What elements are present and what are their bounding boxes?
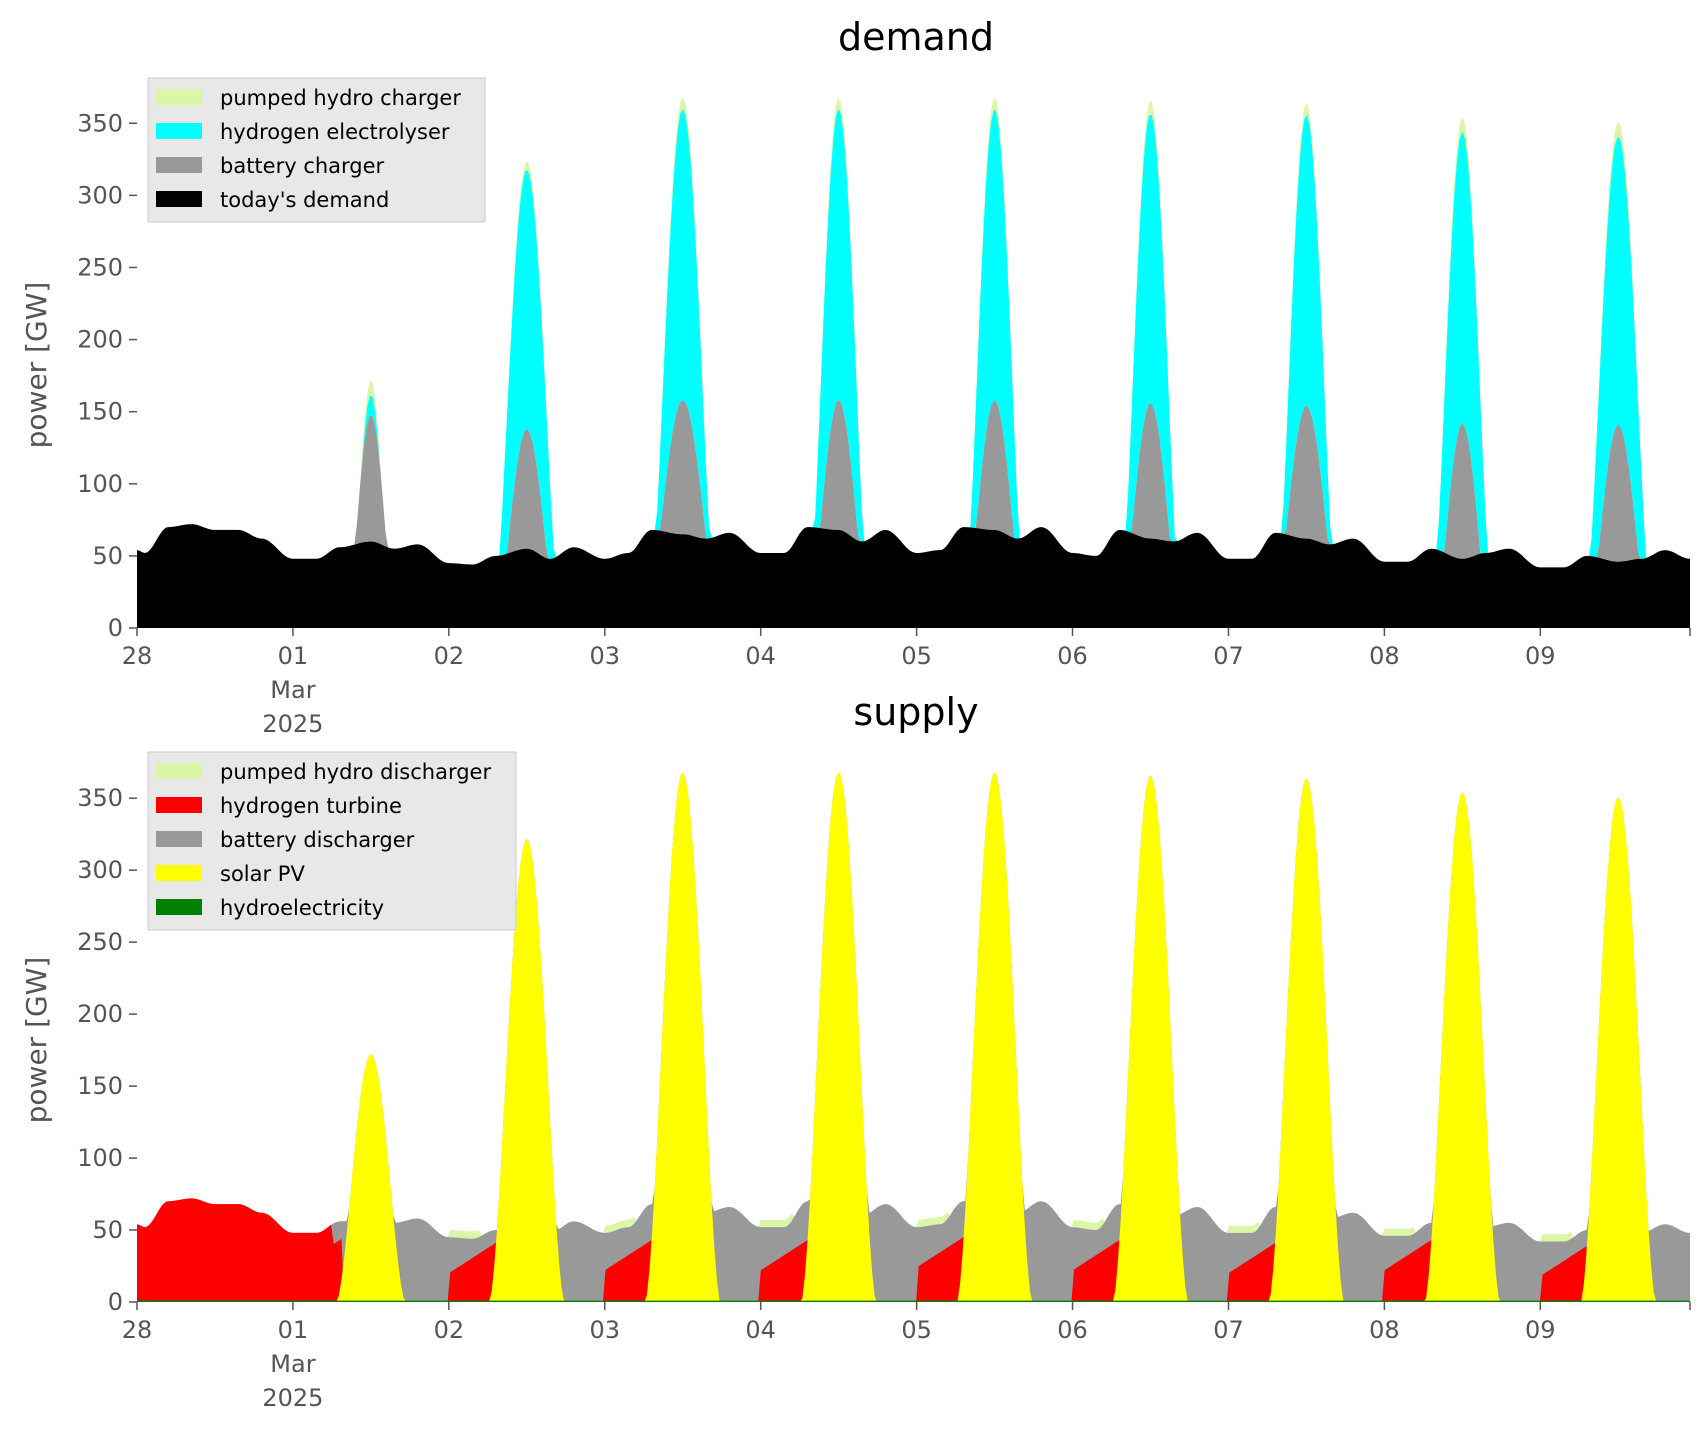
demand-xtick-label: 01: [278, 642, 309, 670]
legend-swatch-todays-demand: [156, 191, 202, 207]
demand-xtick-label: 28: [122, 642, 153, 670]
legend-label-solar-pv: solar PV: [220, 862, 305, 886]
supply-xtick-label: 04: [745, 1316, 776, 1344]
supply-ytick-label: 150: [77, 1072, 123, 1100]
series-area-hydrogen-electrolyser: [137, 108, 1690, 568]
supply-ylabel: power [GW]: [20, 957, 53, 1124]
legend-label-pumped-hydro-discharger: pumped hydro discharger: [220, 760, 491, 784]
demand-plot-area: [137, 97, 1690, 628]
supply-title: supply: [853, 690, 978, 734]
demand-y-axis: 0 50 100 150 200 250 300 350: [77, 109, 137, 642]
supply-legend: pumped hydro discharger hydrogen turbine…: [147, 751, 517, 931]
legend-swatch-solar-pv: [156, 865, 202, 881]
demand-xtick-label: 07: [1213, 642, 1244, 670]
legend-label-todays-demand: today's demand: [220, 188, 389, 212]
series-area-battery-charger: [137, 400, 1690, 568]
demand-legend: pumped hydro charger hydrogen electrolys…: [147, 77, 486, 223]
series-area-todays-demand: [137, 524, 1690, 628]
demand-legend-box: [147, 77, 486, 223]
supply-ytick-label: 50: [92, 1216, 123, 1244]
legend-label-battery-charger: battery charger: [220, 154, 385, 178]
legend-swatch-hydroelectricity: [156, 899, 202, 915]
demand-xtick-label: 04: [745, 642, 776, 670]
supply-legend-box: [147, 751, 517, 931]
legend-label-battery-discharger: battery discharger: [220, 828, 415, 852]
supply-ytick-label: 350: [77, 784, 123, 812]
demand-ytick-label: 0: [108, 614, 123, 642]
supply-xtick-label: 06: [1057, 1316, 1088, 1344]
legend-swatch-hydrogen-electrolyser: [156, 123, 202, 139]
legend-swatch-hydrogen-turbine: [156, 797, 202, 813]
supply-xtick-label: 09: [1525, 1316, 1556, 1344]
demand-xtick-year: 2025: [262, 710, 323, 738]
demand-xtick-label: 05: [901, 642, 932, 670]
supply-ytick-label: 250: [77, 928, 123, 956]
legend-label-pumped-hydro-charger: pumped hydro charger: [220, 86, 461, 110]
series-area-solar-pv: [137, 772, 1690, 1302]
demand-xtick-label: 09: [1525, 642, 1556, 670]
legend-swatch-battery-charger: [156, 157, 202, 173]
series-area-hydrogen-turbine: [137, 1198, 1690, 1302]
supply-xtick-label: 05: [901, 1316, 932, 1344]
supply-xtick-label: 03: [589, 1316, 620, 1344]
demand-ytick-label: 300: [77, 181, 123, 209]
supply-xtick-label: 02: [434, 1316, 465, 1344]
demand-ylabel: power [GW]: [20, 282, 53, 449]
legend-label-hydroelectricity: hydroelectricity: [220, 896, 384, 920]
demand-x-axis: 28 01 02 03 04 05 06 07 08 09 Mar 2025: [122, 628, 1691, 738]
supply-x-axis: 28 01 02 03 04 05 06 07 08 09 Mar 2025: [122, 1302, 1691, 1412]
demand-ytick-label: 50: [92, 542, 123, 570]
supply-xtick-label: 08: [1369, 1316, 1400, 1344]
demand-ytick-label: 200: [77, 326, 123, 354]
demand-ytick-label: 250: [77, 253, 123, 281]
supply-xtick-label: 01: [278, 1316, 309, 1344]
demand-xtick-label: 08: [1369, 642, 1400, 670]
legend-label-hydrogen-turbine: hydrogen turbine: [220, 794, 402, 818]
supply-ytick-label: 100: [77, 1144, 123, 1172]
demand-xtick-label: 06: [1057, 642, 1088, 670]
legend-swatch-pumped-hydro-charger: [156, 89, 202, 105]
demand-xtick-month: Mar: [270, 676, 315, 704]
supply-ytick-label: 300: [77, 856, 123, 884]
series-area-hydroelectricity: [137, 1300, 1690, 1302]
demand-title: demand: [838, 15, 994, 59]
demand-xtick-label: 03: [589, 642, 620, 670]
demand-panel: demand power [GW] 050100150200250300350 …: [20, 15, 1691, 738]
supply-panel: supply power [GW] 050100150200250300350 …: [20, 690, 1691, 1412]
supply-y-axis: 0 50 100 150 200 250 300 350: [77, 784, 137, 1316]
demand-xtick-label: 02: [434, 642, 465, 670]
legend-label-hydrogen-electrolyser: hydrogen electrolyser: [220, 120, 450, 144]
demand-ytick-label: 150: [77, 398, 123, 426]
supply-ytick-label: 0: [108, 1288, 123, 1316]
supply-xtick-year: 2025: [262, 1384, 323, 1412]
legend-swatch-battery-discharger: [156, 831, 202, 847]
demand-ytick-label: 350: [77, 109, 123, 137]
supply-plot-area: [137, 772, 1690, 1302]
supply-xtick-label: 07: [1213, 1316, 1244, 1344]
supply-xtick-month: Mar: [270, 1350, 315, 1378]
demand-ytick-label: 100: [77, 470, 123, 498]
legend-swatch-pumped-hydro-discharger: [156, 763, 202, 779]
supply-ytick-label: 200: [77, 1000, 123, 1028]
supply-xtick-label: 28: [122, 1316, 153, 1344]
